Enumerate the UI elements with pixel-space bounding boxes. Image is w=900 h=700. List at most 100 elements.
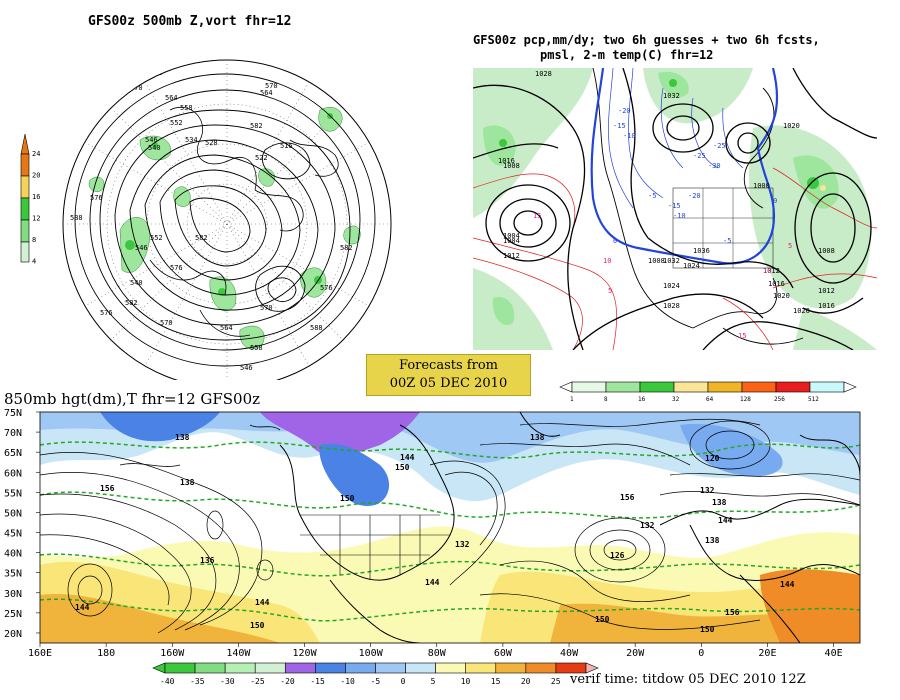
precip-scale-tick: 8 [604, 396, 608, 403]
precip-temp-label: -5 [723, 237, 731, 245]
precip-temp-label: 15 [533, 212, 541, 220]
temp-scale-box [495, 662, 527, 674]
precip-scale-box [639, 381, 675, 393]
temp-scale-tick: -20 [280, 677, 295, 686]
vort-scale-tick: 8 [32, 236, 36, 244]
hgt850-contour-label: 144 [75, 603, 90, 612]
precip-scale-tick: 512 [808, 396, 819, 403]
hgt850-contour-label: 156 [620, 493, 635, 502]
temp-scale-tick: 15 [491, 677, 501, 686]
temp-scale-tick: 25 [551, 677, 561, 686]
hgt850-contour-label: 144 [718, 516, 733, 525]
temp-scale-tick: 5 [431, 677, 436, 686]
precip-temp-label: 5 [788, 242, 792, 250]
forecast-time-box: Forecasts from 00Z 05 DEC 2010 [366, 354, 531, 396]
hgt850-map: 1381381441501561361441501321441381261501… [4, 408, 861, 686]
lon-label: 180 [97, 648, 115, 659]
lon-label: 100W [359, 648, 384, 659]
precip-contour-label: 1024 [683, 262, 700, 270]
precip-temp-label: -20 [618, 107, 631, 115]
precip-contour-label: 1020 [783, 122, 800, 130]
lat-label: 75N [4, 408, 22, 419]
vort-contour-label: 552 [150, 234, 163, 242]
vort-contour-label: 558 [180, 104, 193, 112]
precip-temp-label: 0 [613, 237, 617, 245]
precip-scale-box [571, 381, 607, 393]
vort-contour-label: 576 [100, 309, 113, 317]
vort-contour-label: 546 [145, 136, 158, 144]
precip-contour-label: 1020 [773, 292, 790, 300]
precip-scale-box [809, 381, 845, 393]
temp-scale-tick: -25 [250, 677, 265, 686]
lon-label: 40W [560, 648, 579, 659]
precip-map: 1028103210201016100810041000101210241036… [473, 68, 877, 350]
vort-color-scale [20, 133, 30, 263]
precip-contour-label: 1012 [503, 252, 520, 260]
temp-scale-tick: 0 [401, 677, 406, 686]
vort-contour-label: 564 [260, 89, 273, 97]
hgt850-contour-label: 132 [640, 521, 655, 530]
precip-temp-label: 10 [763, 267, 771, 275]
vort-contour-label: 570 [160, 319, 173, 327]
vort-contour-label: 588 [310, 324, 323, 332]
vort-scale-tick: 20 [32, 172, 40, 180]
temp-scale-tick: -5 [371, 677, 381, 686]
vort-contour-label: 582 [250, 122, 263, 130]
precip-scale-tick: 128 [740, 396, 751, 403]
lon-label: 20E [758, 648, 776, 659]
lat-label: 60N [4, 468, 22, 479]
precip-contour-label: 1012 [763, 267, 780, 275]
vort-polar-map: 24 20 16 12 8 4 [20, 59, 392, 380]
precip-contour-label: 1008 [818, 247, 835, 255]
precip-scale-tick: 16 [638, 396, 646, 403]
precip-contour-label: 1032 [663, 257, 680, 265]
hgt850-contour-label: 150 [340, 494, 355, 503]
temp-scale-tick: -35 [190, 677, 205, 686]
temp-scale-box [284, 662, 316, 674]
vort-contour-label: 564 [165, 94, 178, 102]
vort-contour-label: 576 [170, 264, 183, 272]
forecast-box-line2: 00Z 05 DEC 2010 [389, 376, 508, 391]
lat-label: 55N [4, 488, 22, 499]
temp-scale-tick: 10 [461, 677, 471, 686]
precip-title-line2: pmsl, 2-m temp(C) fhr=12 [540, 48, 714, 62]
hgt850-contour-label: 126 [610, 551, 625, 560]
vort-contour-label: 516 [280, 142, 293, 150]
precip-scale-tick: 256 [774, 396, 785, 403]
hgt850-contour-label: 138 [180, 478, 195, 487]
precip-title-line1: GFS00z pcp,mm/dy; two 6h guesses + two 6… [473, 33, 820, 47]
vort-contour-label: 552 [170, 119, 183, 127]
vort-contour-label: 588 [70, 214, 83, 222]
temp-scale-tick: -10 [340, 677, 355, 686]
temp-scale-box [194, 662, 226, 674]
vort-scale-tick: 12 [32, 215, 40, 223]
lon-label: 120W [293, 648, 318, 659]
hgt850-lon-labels: 160E 180 160W 140W 120W 100W 80W 60W 40W 20W 0 20E 4… [28, 648, 843, 659]
vort-scale-tick: 24 [32, 150, 40, 158]
hgt850-contour-label: 150 [395, 463, 410, 472]
precip-contour-label: 1016 [768, 280, 785, 288]
temp-scale-box [405, 662, 436, 674]
vort-contour-label: 570 [130, 84, 143, 92]
vort-contour-label: 582 [340, 244, 353, 252]
temp-scale-box [164, 662, 196, 674]
temp-scale-box [465, 662, 497, 674]
temp-scale-box [435, 662, 467, 674]
hgt850-lat-labels: 75N 70N 65N 60N 55N 50N 45N 40N 35N 30N 25N 20N [4, 408, 22, 640]
hgt850-contour-label: 138 [175, 433, 190, 442]
temp-scale-tick: -30 [220, 677, 235, 686]
precip-contour-label: 1036 [693, 247, 710, 255]
hgt850-contour-label: 144 [780, 580, 795, 589]
hgt850-contour-label: 138 [705, 536, 720, 545]
vort-contour-label: 576 [320, 284, 333, 292]
temp-scale-box [315, 662, 346, 674]
vort-contour-label: 546 [135, 244, 148, 252]
vort-contour-label: 582 [125, 299, 138, 307]
vort-contour-label: 540 [148, 144, 161, 152]
temp-scale-box [254, 662, 286, 674]
hgt850-contour-label: 150 [250, 621, 265, 630]
precip-temp-label: -20 [688, 192, 701, 200]
hgt850-contour-label: 144 [255, 598, 270, 607]
